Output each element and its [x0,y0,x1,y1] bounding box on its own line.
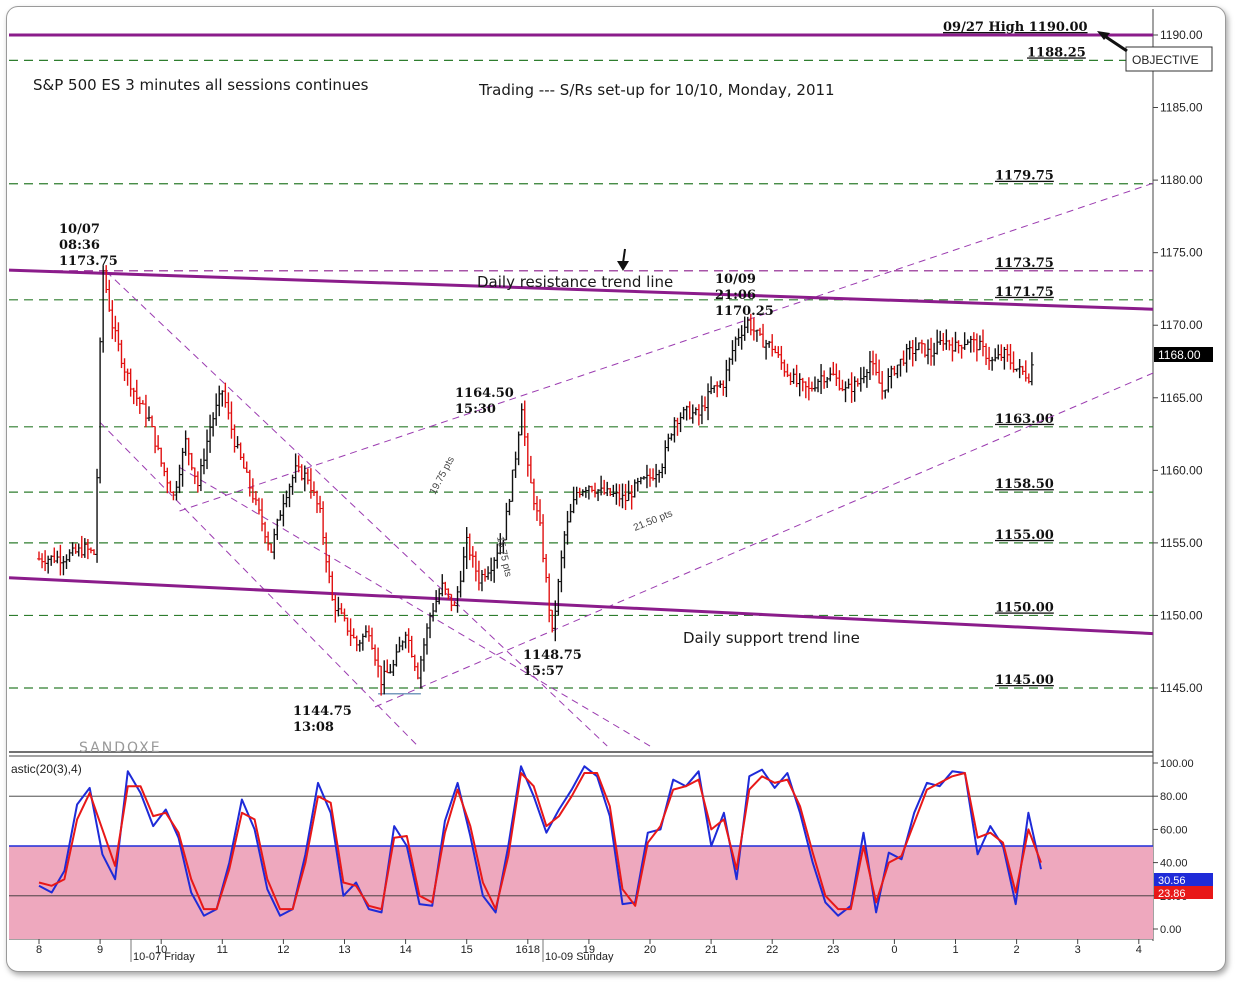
objective-box [1125,46,1213,72]
level-label-5: 1163.00 [995,412,1054,427]
arrow-shaft [622,248,626,264]
time-tick-9: 19 [583,944,595,956]
annotation-3-line-0: 1148.75 [523,648,582,663]
price-axis: 1190.00 1185.00 1180.00 1175.00 1170.00 1165.… [1153,28,1203,695]
price-panel [9,9,1153,751]
oscillator-value-tags: 30.56 23.86 [1154,873,1213,900]
objective-callout: OBJECTIVE [1097,31,1213,72]
time-tick-8: 1618 [516,944,540,956]
price-bars [37,265,1034,696]
level-label-0: 09/27 High 1190.00 [943,20,1088,35]
session-label-sunday: 10-09 Sunday [545,951,614,963]
osc-tick-3: 40.00 [1160,858,1188,870]
level-label-8: 1150.00 [995,600,1054,615]
time-tick-17: 3 [1075,944,1081,956]
time-tick-14: 0 [891,944,897,956]
annotation-4-line-0: 1144.75 [293,704,352,719]
price-tick-4: 1170.00 [1160,318,1203,332]
level-label-6: 1158.50 [995,477,1054,492]
price-tick-5: 1165.00 [1160,391,1203,405]
time-tick-7: 15 [461,944,473,956]
time-tick-4: 12 [277,944,289,956]
time-tick-6: 14 [399,944,411,956]
support-trend-label: Daily support trend line [683,629,860,647]
daily-trend-lines [9,268,1153,636]
last-price-box [1154,347,1213,362]
red-value-box [1154,886,1213,899]
time-tick-16: 2 [1014,944,1020,956]
price-tick-3: 1175.00 [1160,246,1203,260]
time-tick-2: 10 [155,944,167,956]
time-tick-15: 1 [952,944,958,956]
annotation-2-line-0: 1164.50 [455,386,514,401]
level-label-7: 1155.00 [995,528,1054,543]
chart-svg: 09/27 High 1190.00 1188.25 1179.75 1173.75 1… [9,9,1213,963]
annotation-1-line-0: 10/09 [715,272,756,287]
chart-title: S&P 500 ES 3 minutes all sessions contin… [33,76,369,94]
channel-line-2 [179,182,1153,512]
resistance-trend-label: Daily resistance trend line [477,273,673,291]
price-tick-9: 1145.00 [1160,681,1203,695]
channel-line-3 [374,372,1153,708]
osc-tick-5: 0.00 [1160,924,1181,936]
level-label-4: 1171.75 [995,285,1054,300]
watermark: SANDOXE [79,740,162,756]
oscillator-title: astic(20(3),4) [11,762,82,776]
chart-frame: 09/27 High 1190.00 1188.25 1179.75 1173.75 1… [6,6,1226,972]
price-tick-7: 1155.00 [1160,536,1203,550]
osc-tick-2: 60.00 [1160,824,1188,836]
oscillator-line-0 [38,765,1042,917]
time-tick-12: 22 [766,944,778,956]
annotation-2-line-1: 15:30 [455,402,496,417]
time-tick-13: 23 [827,944,839,956]
support-resistance-levels: 09/27 High 1190.00 1188.25 1179.75 1173.75 1… [9,20,1153,689]
price-tick-8: 1150.00 [1160,608,1203,622]
last-price-tag: 1168.00 [1154,347,1213,362]
level-label-2: 1179.75 [995,169,1054,184]
time-tick-3: 11 [217,944,228,956]
annotation-1-line-1: 21:06 [715,288,756,303]
price-tick-0: 1190.00 [1160,28,1203,42]
time-tick-18: 4 [1136,944,1142,956]
annotation-1-line-2: 1170.25 [715,304,774,319]
objective-arrowhead [1097,31,1110,40]
arrow-head [617,261,629,271]
time-tick-0: 8 [36,944,42,956]
osc-tick-0: 100.00 [1160,758,1194,770]
blue-value: 30.56 [1158,875,1186,887]
oscillator-line-1 [38,772,1042,911]
time-tick-11: 21 [705,944,717,956]
price-tick-6: 1160.00 [1160,463,1203,477]
price-tick-2: 1180.00 [1160,173,1203,187]
annotation-0-line-0: 10/07 [59,222,100,237]
level-label-3: 1173.75 [995,256,1054,271]
red-value: 23.86 [1158,888,1186,900]
oversold-band [9,846,1153,939]
chart-subtitle: Trading --- S/Rs set-up for 10/10, Monda… [478,81,835,99]
channel-line-4 [99,422,419,747]
annotation-4-line-1: 13:08 [293,720,334,735]
annotation-3-line-1: 15:57 [523,664,564,679]
objective-arrow [1102,33,1128,53]
time-tick-1: 9 [97,944,103,956]
osc-tick-1: 80.00 [1160,791,1188,803]
last-price-value: 1168.00 [1158,348,1201,362]
annotation-0-line-2: 1173.75 [59,254,118,269]
time-tick-10: 20 [644,944,656,956]
blue-value-box [1154,873,1213,886]
channel-lines [99,182,1153,747]
objective-label: OBJECTIVE [1132,53,1199,67]
price-tick-1: 1185.00 [1160,101,1203,115]
time-tick-5: 13 [338,944,350,956]
session-label-friday: 10-07 Friday [133,951,195,963]
time-axis: 8 9 10 11 12 13 14 15 1618 19 20 21 22 23 0 1 2 3 4 [36,939,1142,962]
annotation-0-line-1: 08:36 [59,238,100,253]
trend-line-0 [9,268,1153,311]
level-label-1: 1188.25 [1027,45,1086,60]
level-label-9: 1145.00 [995,673,1054,688]
trend-line-1 [9,576,1153,636]
resistance-arrow [617,248,629,271]
